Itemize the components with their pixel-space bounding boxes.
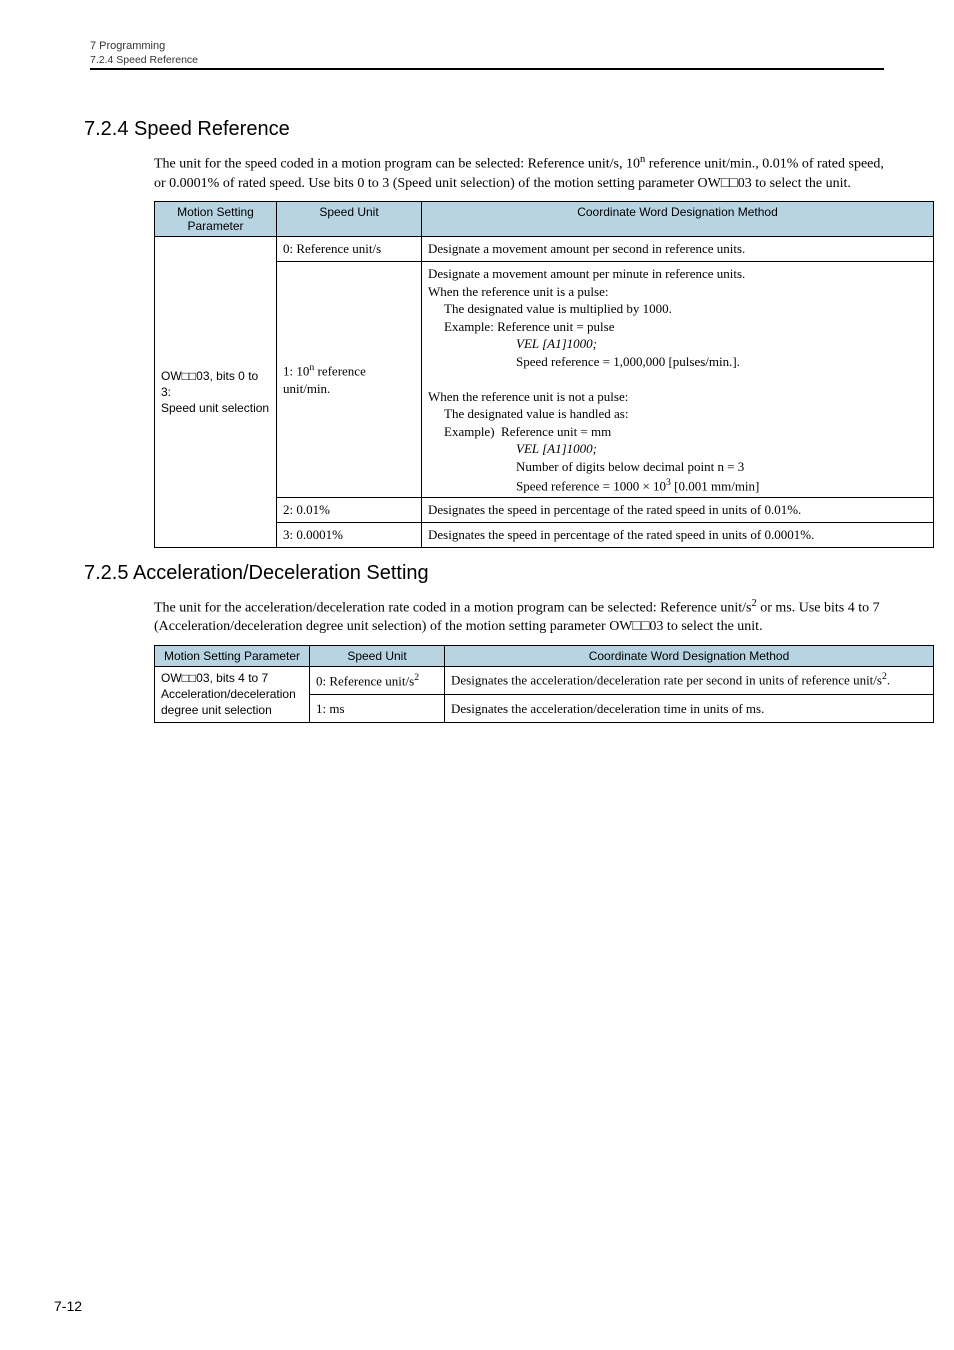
desc-line: Speed reference = 1000 × 103 [0.001 mm/m…: [428, 476, 927, 495]
table-speed-reference: Motion Setting Parameter Speed Unit Coor…: [154, 201, 934, 547]
th-method: Coordinate Word Designation Method: [422, 202, 934, 237]
section-num-2: 7.2.5: [84, 562, 128, 584]
table-row: Motion Setting Parameter Speed Unit Coor…: [155, 645, 934, 666]
th-unit: Speed Unit: [310, 645, 445, 666]
desc-line: [428, 370, 927, 388]
desc-line: When the reference unit is not a pulse:: [428, 388, 927, 406]
desc-line: Example) Reference unit = mm: [428, 423, 927, 441]
cell-desc: Designate a movement amount per second i…: [422, 237, 934, 262]
cell-unit: 1: 10n reference unit/min.: [277, 261, 422, 497]
page-number: 7-12: [54, 1298, 82, 1314]
desc-line: The designated value is handled as:: [428, 405, 927, 423]
cell-desc: Designates the acceleration/deceleration…: [445, 695, 934, 722]
section-num-1: 7.2.4: [84, 118, 128, 140]
th-method: Coordinate Word Designation Method: [445, 645, 934, 666]
cell-unit: 3: 0.0001%: [277, 522, 422, 547]
page-chapter: 7 Programming: [90, 40, 884, 52]
page-subsection: 7.2.4 Speed Reference: [90, 54, 884, 70]
cell-param: OW□□03, bits 4 to 7Acceleration/decelera…: [155, 666, 310, 722]
desc-line: Example: Reference unit = pulse: [428, 318, 927, 336]
section-name-1: Speed Reference: [134, 118, 290, 140]
cell-desc: Designates the speed in percentage of th…: [422, 498, 934, 523]
table-accel: Motion Setting Parameter Speed Unit Coor…: [154, 645, 934, 723]
th-param: Motion Setting Parameter: [155, 202, 277, 237]
cell-unit: 2: 0.01%: [277, 498, 422, 523]
desc-line: Speed reference = 1,000,000 [pulses/min.…: [428, 353, 927, 371]
cell-unit: 0: Reference unit/s: [277, 237, 422, 262]
cell-desc-multiline: Designate a movement amount per minute i…: [422, 261, 934, 497]
desc-line: Designate a movement amount per minute i…: [428, 265, 927, 283]
cell-unit: 0: Reference unit/s2: [310, 666, 445, 695]
cell-desc: Designates the acceleration/deceleration…: [445, 666, 934, 695]
desc-line: Number of digits below decimal point n =…: [428, 458, 927, 476]
table-row: OW□□03, bits 0 to 3:Speed unit selection…: [155, 237, 934, 262]
section1-para: The unit for the speed coded in a motion…: [154, 153, 884, 193]
section2-para: The unit for the acceleration/decelerati…: [154, 597, 884, 637]
cell-param: OW□□03, bits 0 to 3:Speed unit selection: [155, 237, 277, 547]
desc-line: VEL [A1]1000;: [428, 335, 927, 353]
section-title-2: 7.2.5 Acceleration/Deceleration Setting: [90, 562, 884, 585]
desc-line: The designated value is multiplied by 10…: [428, 300, 927, 318]
th-unit: Speed Unit: [277, 202, 422, 237]
table-row: OW□□03, bits 4 to 7Acceleration/decelera…: [155, 666, 934, 695]
table-row: Motion Setting Parameter Speed Unit Coor…: [155, 202, 934, 237]
cell-desc: Designates the speed in percentage of th…: [422, 522, 934, 547]
section-title-1: 7.2.4 Speed Reference: [90, 118, 884, 141]
th-param: Motion Setting Parameter: [155, 645, 310, 666]
cell-unit: 1: ms: [310, 695, 445, 722]
section-name-2: Acceleration/Deceleration Setting: [133, 562, 429, 584]
desc-line: VEL [A1]1000;: [428, 440, 927, 458]
desc-line: When the reference unit is a pulse:: [428, 283, 927, 301]
